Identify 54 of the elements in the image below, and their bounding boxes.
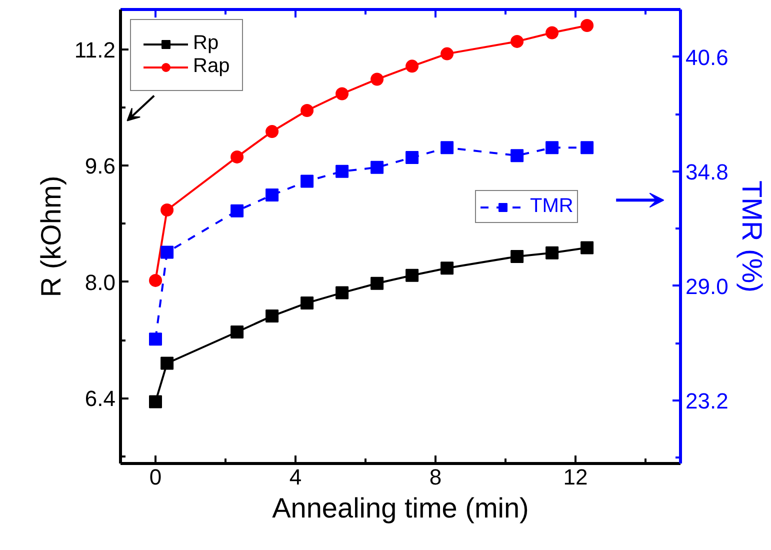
point	[370, 72, 384, 86]
point	[300, 104, 314, 117]
point	[440, 141, 454, 154]
point	[580, 241, 594, 254]
y-tick-label: 6.4	[84, 386, 116, 412]
point	[266, 188, 279, 202]
y2-axis-title: TMR (%)	[736, 180, 768, 292]
point	[580, 141, 594, 154]
point	[336, 164, 349, 178]
point	[230, 326, 244, 339]
point	[300, 174, 314, 188]
legend-label: TMR	[530, 195, 574, 218]
point	[510, 149, 524, 162]
point	[546, 246, 559, 260]
x-tick-label: 4	[289, 464, 302, 490]
y-tick-label: 11.2	[74, 37, 116, 62]
point	[160, 204, 174, 216]
x-tick-label: 0	[149, 464, 162, 490]
point	[406, 268, 419, 282]
point	[300, 296, 314, 310]
point	[370, 276, 384, 290]
point	[266, 310, 279, 323]
point	[336, 87, 349, 100]
x-tick-label: 8	[429, 464, 442, 490]
point	[440, 47, 454, 60]
point	[266, 125, 279, 138]
y2-tick-label: 29.0	[686, 274, 728, 299]
point	[580, 18, 594, 32]
y2-tick-label: 34.8	[686, 159, 728, 184]
y2-tick-label: 23.2	[686, 388, 728, 414]
point	[546, 141, 559, 154]
x-axis-title: Annealing time (min)	[272, 492, 529, 524]
point	[370, 160, 384, 174]
point	[406, 60, 419, 73]
y-tick-label: 8.0	[84, 270, 116, 295]
point	[160, 246, 174, 259]
point	[230, 150, 244, 164]
point	[336, 286, 349, 300]
y-tick-label: 9.6	[84, 154, 116, 179]
legend-label: Rp	[193, 32, 219, 55]
x-tick-label: 12	[563, 464, 588, 490]
point	[440, 262, 454, 275]
point	[510, 34, 524, 48]
y-axis-title: R (kOhm)	[35, 176, 66, 298]
point	[230, 204, 244, 218]
y2-tick-label: 40.6	[686, 44, 728, 70]
point	[149, 332, 162, 346]
point	[160, 356, 174, 370]
point	[149, 274, 162, 287]
point	[510, 250, 524, 263]
point	[406, 151, 419, 164]
point	[149, 395, 162, 408]
legend-label: Rap	[193, 55, 230, 78]
point	[546, 26, 559, 40]
